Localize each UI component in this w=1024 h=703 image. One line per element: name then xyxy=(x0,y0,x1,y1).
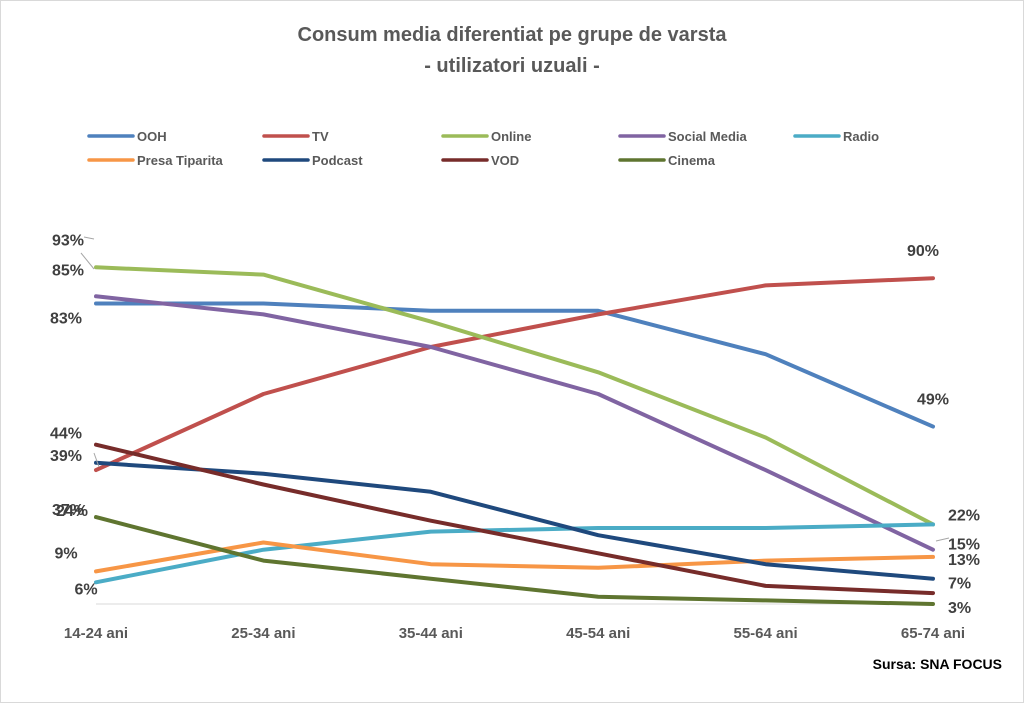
data-label-ooh-5: 49% xyxy=(917,392,949,409)
x-axis-ticks: 14-24 ani 25-34 ani 35-44 ani 45-54 ani 55-6… xyxy=(64,625,965,642)
x-tick-65-74-ani: 65-74 ani xyxy=(901,625,965,642)
chart-title: Consum media diferentiat pe grupe de var… xyxy=(298,24,728,46)
data-label-cinema-5: 3% xyxy=(948,600,971,617)
data-label-tv-0: 37% xyxy=(52,502,84,519)
legend-label-tv: TV xyxy=(312,129,329,144)
data-label-presa-tiparita-0: 9% xyxy=(54,545,77,562)
legend-label-presa-tiparita: Presa Tiparita xyxy=(137,153,224,168)
x-tick-25-34-ani: 25-34 ani xyxy=(231,625,295,642)
x-tick-45-54-ani: 45-54 ani xyxy=(566,625,630,642)
series-line-cinema xyxy=(94,515,935,606)
legend-label-vod: VOD xyxy=(491,153,519,168)
legend-item-ooh: OOH xyxy=(87,129,167,144)
series-line-ooh xyxy=(94,301,935,429)
source-note: Sursa: SNA FOCUS xyxy=(873,656,1002,672)
series-line-online xyxy=(94,265,935,527)
legend-item-tv: TV xyxy=(262,129,329,144)
data-label-podcast-0: 39% xyxy=(50,448,82,465)
x-tick-14-24-ani: 14-24 ani xyxy=(64,625,128,642)
x-tick-35-44-ani: 35-44 ani xyxy=(399,625,463,642)
legend-label-online: Online xyxy=(491,129,531,144)
legend: OOH TV Online Social Media Radio Presa Tipari… xyxy=(87,129,879,168)
legend-item-vod: VOD xyxy=(441,153,519,168)
data-label-online-5: 22% xyxy=(948,507,980,524)
data-label-ooh-0: 83% xyxy=(50,311,82,328)
leader-line-social-media-end xyxy=(935,537,950,542)
leader-line-online xyxy=(83,236,95,240)
data-label-social-media-5: 15% xyxy=(948,537,980,554)
series-line-tv xyxy=(94,276,935,473)
legend-item-social-media: Social Media xyxy=(618,129,748,144)
data-label-vod-0: 44% xyxy=(50,426,82,443)
legend-label-cinema: Cinema xyxy=(668,153,716,168)
legend-item-radio: Radio xyxy=(793,129,879,144)
data-label-podcast-5: 7% xyxy=(948,576,971,593)
legend-label-radio: Radio xyxy=(843,129,879,144)
leader-line-social-media xyxy=(80,252,95,270)
series-line-radio xyxy=(94,522,935,585)
leader-line-tv xyxy=(93,452,100,468)
data-label-cinema-0: 24% xyxy=(56,503,88,520)
data-label-presa-tiparita-5: 13% xyxy=(948,552,980,569)
legend-item-podcast: Podcast xyxy=(262,153,363,168)
legend-label-ooh: OOH xyxy=(137,129,167,144)
series-line-vod xyxy=(94,442,935,596)
series-line-podcast xyxy=(94,460,935,581)
data-label-social-media-0: 85% xyxy=(52,262,84,279)
series-line-presa-tiparita xyxy=(94,540,935,574)
data-labels: 83% 49% 37% 90% 93% 22% 85% 15% 6% 9% 13% 39% 7% 44% 2… xyxy=(50,232,980,617)
series-layer xyxy=(94,265,935,606)
data-label-radio-0: 6% xyxy=(74,581,97,598)
legend-label-social-media: Social Media xyxy=(668,129,748,144)
legend-item-presa-tiparita: Presa Tiparita xyxy=(87,153,224,168)
series-line-social-media xyxy=(94,294,935,552)
legend-item-cinema: Cinema xyxy=(618,153,716,168)
data-label-tv-5: 90% xyxy=(907,243,939,260)
chart-subtitle: - utilizatori uzuali - xyxy=(424,55,600,77)
legend-label-podcast: Podcast xyxy=(312,153,363,168)
x-tick-55-64-ani: 55-64 ani xyxy=(733,625,797,642)
data-label-online-0: 93% xyxy=(52,232,84,249)
legend-item-online: Online xyxy=(441,129,531,144)
